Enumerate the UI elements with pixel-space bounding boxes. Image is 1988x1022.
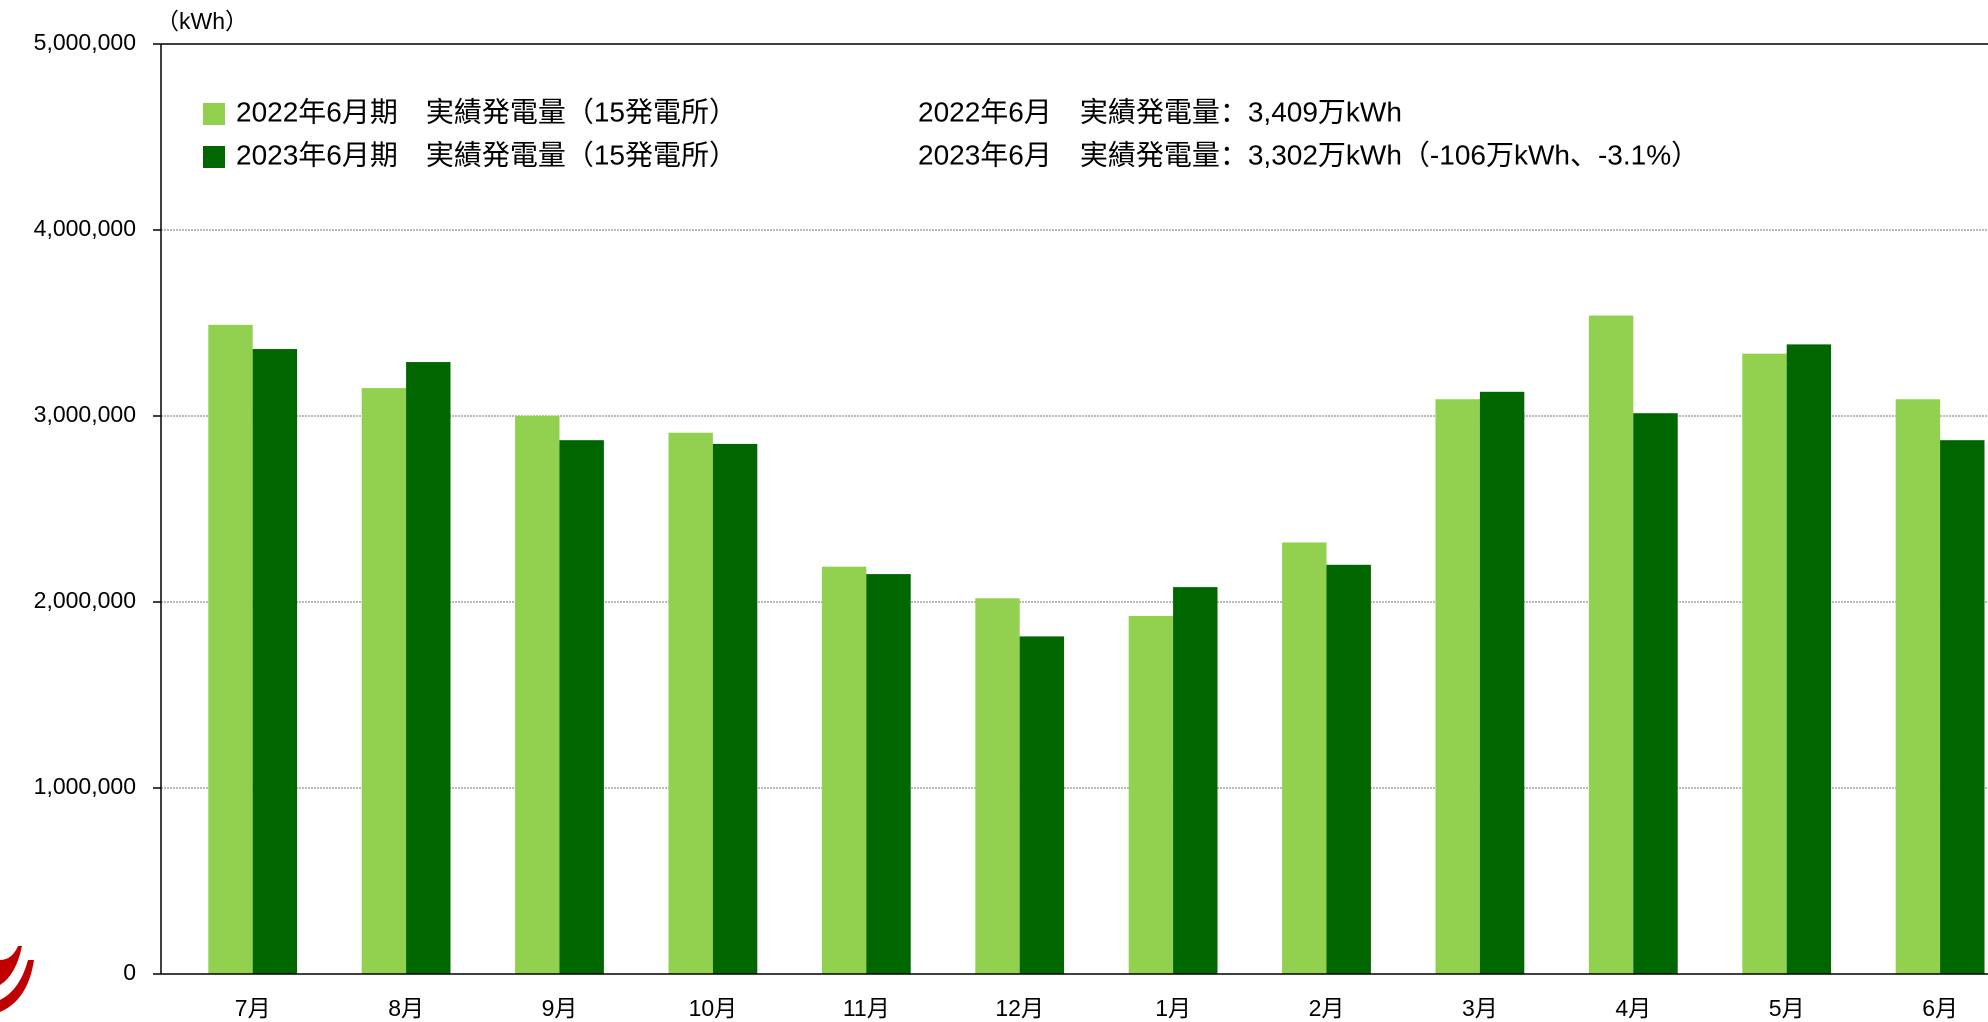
bar: [1742, 353, 1787, 974]
bar: [515, 416, 560, 974]
x-tick-label: 9月: [542, 995, 578, 1021]
bar: [866, 574, 911, 974]
bar: [208, 324, 253, 974]
x-tick-label: 12月: [995, 995, 1044, 1021]
x-tick-label: 4月: [1615, 995, 1651, 1021]
x-tick-label: 3月: [1462, 995, 1498, 1021]
bar: [1435, 399, 1480, 974]
bar: [712, 443, 758, 974]
y-axis-label: （kWh）: [156, 8, 248, 34]
bar: [1633, 413, 1678, 975]
bar: [975, 598, 1020, 974]
bar: [559, 440, 604, 974]
bar: [1940, 440, 1985, 974]
bar: [1128, 615, 1174, 974]
y-tick-label: 5,000,000: [34, 29, 136, 55]
y-tick-label: 0: [123, 959, 136, 985]
y-tick-label: 2,000,000: [34, 587, 136, 613]
bar: [406, 362, 451, 974]
legend-swatch: [203, 146, 225, 168]
y-tick-label: 1,000,000: [34, 773, 136, 799]
x-tick-label: 11月: [843, 995, 890, 1021]
bar: [821, 566, 867, 974]
bar: [252, 349, 298, 974]
x-tick-label: 5月: [1769, 995, 1805, 1021]
bar: [1895, 399, 1941, 974]
bar: [1326, 564, 1371, 974]
x-tick-label: 8月: [388, 995, 424, 1021]
bar: [1588, 315, 1634, 974]
bar: [1786, 344, 1832, 974]
bar: [1173, 587, 1218, 974]
bar: [1282, 542, 1327, 974]
bar: [361, 388, 407, 975]
legend-swatch: [203, 103, 225, 125]
legend-label: 2023年6月期 実績発電量（15発電所）: [236, 139, 737, 170]
annotation: 2023年6月 実績発電量：3,302万kWh（-106万kWh、-3.1%）: [918, 139, 1699, 170]
x-tick-label: 10月: [689, 995, 738, 1021]
y-tick-label: 4,000,000: [34, 215, 136, 241]
x-tick-label: 7月: [235, 995, 271, 1021]
x-tick-label: 2月: [1309, 995, 1345, 1021]
annotation: 2022年6月 実績発電量：3,409万kWh: [918, 96, 1402, 127]
bar: [1479, 391, 1525, 974]
bar: [1019, 636, 1065, 974]
legend-label: 2022年6月期 実績発電量（15発電所）: [236, 96, 737, 127]
y-tick-label: 3,000,000: [34, 401, 136, 427]
x-tick-label: 1月: [1155, 995, 1191, 1021]
logo: [0, 946, 34, 1022]
bar: [668, 432, 713, 974]
x-tick-label: 6月: [1922, 995, 1958, 1021]
